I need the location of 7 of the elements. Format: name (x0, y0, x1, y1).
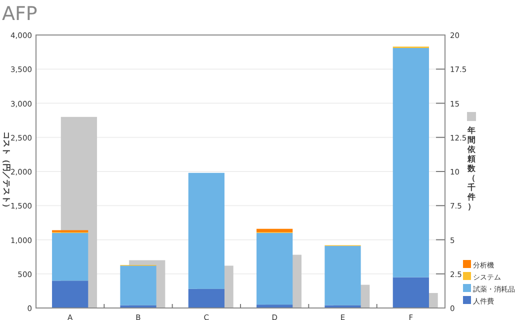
bar (52, 232, 88, 281)
bar (392, 48, 429, 278)
chart-title: AFP (2, 3, 38, 25)
bar (392, 277, 429, 308)
y-axis-title: コスト（円／テスト） (2, 132, 11, 212)
text: 年間依頼数（千件） (468, 126, 476, 211)
bar (52, 280, 88, 308)
